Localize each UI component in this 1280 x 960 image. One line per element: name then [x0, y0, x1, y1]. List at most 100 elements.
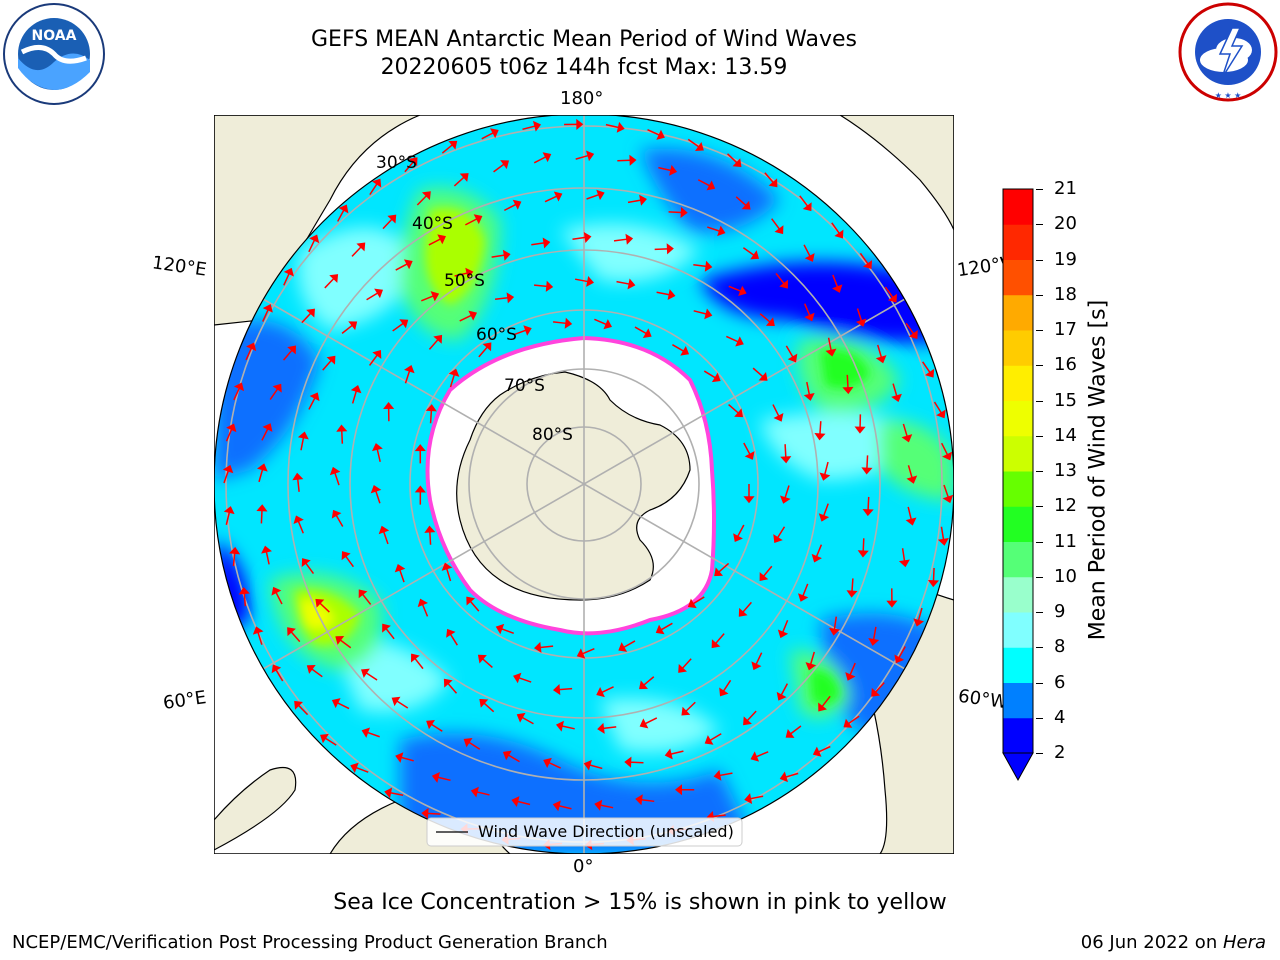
polar-map: 30°S 40°S 50°S 60°S 70°S 80°S Wind Wave … — [214, 115, 954, 854]
wave-direction-arrowhead — [802, 202, 812, 212]
wave-direction-arrowhead — [583, 759, 592, 771]
wave-direction-arrow — [375, 490, 381, 504]
wave-direction-arrowhead — [532, 120, 542, 132]
wave-direction-arrowhead — [913, 618, 924, 627]
wave-direction-arrowhead — [391, 696, 401, 707]
noaa-logo-text: NOAA — [32, 28, 77, 44]
svg-text:★ ★ ★: ★ ★ ★ — [1215, 91, 1242, 100]
wave-direction-arrow — [589, 764, 603, 770]
colorbar-tick-mark — [1036, 471, 1043, 472]
wave-direction-arrow — [586, 193, 600, 200]
wave-direction-arrow — [574, 278, 589, 283]
footer-date: 06 Jun 2022 on Hera — [1081, 932, 1266, 953]
wave-direction-arrow — [531, 242, 545, 246]
wave-direction-arrowhead — [942, 451, 953, 461]
wave-direction-arrow — [548, 761, 561, 769]
wave-direction-arrow — [867, 496, 870, 510]
wave-direction-arrow — [907, 506, 912, 520]
wave-direction-arrow — [468, 741, 481, 750]
wave-direction-arrow — [311, 668, 323, 678]
wave-direction-arrowhead — [635, 794, 643, 806]
wave-direction-arrowhead — [374, 288, 384, 299]
wave-direction-arrowhead — [901, 434, 913, 443]
wave-direction-arrowhead — [713, 769, 722, 781]
wave-direction-arrowhead — [798, 593, 809, 602]
wave-direction-arrow — [846, 374, 849, 388]
wave-direction-arrowhead — [586, 275, 594, 287]
wave-direction-arrow — [742, 601, 752, 613]
wave-direction-arrow — [290, 631, 301, 643]
colorbar-tick-label: 12 — [1054, 495, 1077, 517]
wave-direction-arrowhead — [425, 404, 437, 412]
wave-direction-arrow — [517, 800, 531, 806]
wave-direction-arrow — [722, 679, 732, 692]
wave-direction-arrow — [297, 520, 304, 534]
lat-label-40s: 40°S — [412, 214, 453, 234]
wave-direction-arrowhead — [804, 312, 815, 322]
wave-direction-arrowhead — [855, 318, 867, 327]
colorbar-tick-label: 18 — [1054, 283, 1077, 305]
wave-direction-arrowhead — [543, 757, 552, 768]
wave-direction-arrow — [245, 347, 253, 361]
wave-direction-arrow — [334, 472, 340, 486]
wave-direction-arrowhead — [262, 304, 273, 313]
wave-direction-arrow — [491, 254, 505, 258]
wave-direction-arrowhead — [843, 718, 853, 728]
wave-direction-arrow — [340, 430, 344, 444]
wave-direction-arrow — [743, 442, 751, 455]
wave-direction-arrow — [742, 247, 755, 256]
wave-direction-arrowhead — [845, 672, 856, 681]
wave-direction-arrow — [339, 639, 352, 649]
wave-direction-arrowhead — [680, 206, 688, 218]
wave-direction-arrowhead — [862, 508, 874, 517]
wave-direction-arrow — [872, 626, 877, 640]
wave-direction-arrowhead — [711, 639, 721, 649]
wave-direction-arrow — [382, 218, 393, 230]
wave-direction-arrow — [907, 465, 913, 478]
colorbar-tick-mark — [1036, 330, 1043, 331]
wave-direction-arrow — [232, 553, 236, 567]
wave-direction-arrow — [478, 346, 488, 358]
wave-direction-arrowhead — [758, 372, 768, 381]
wave-direction-arrowhead — [750, 751, 760, 762]
wave-direction-arrow — [421, 295, 434, 302]
wave-direction-arrowhead — [862, 260, 873, 270]
wave-direction-arrow — [877, 344, 883, 358]
wave-direction-arrowhead — [468, 310, 478, 321]
wave-direction-arrowhead — [414, 485, 426, 493]
wave-direction-arrowhead — [500, 160, 510, 170]
wave-direction-arrowhead — [942, 494, 954, 504]
colorbar-tick-label: 15 — [1054, 389, 1077, 411]
wave-direction-arrow — [269, 388, 279, 400]
wave-direction-arrowhead — [805, 662, 817, 671]
wave-direction-arrow — [630, 761, 644, 764]
nws-logo: ★ ★ ★ — [1178, 2, 1278, 102]
colorbar-tick-mark — [1036, 259, 1043, 261]
lat-label-50s: 50°S — [444, 271, 485, 291]
wave-direction-arrowhead — [829, 627, 841, 636]
wave-direction-arrow — [917, 607, 923, 621]
wave-direction-arrow — [400, 756, 414, 762]
wave-direction-arrowhead — [293, 515, 304, 525]
wave-direction-arrow — [922, 361, 931, 373]
wave-direction-arrow — [365, 672, 378, 681]
wave-direction-arrow — [469, 600, 480, 612]
wave-direction-arrowhead — [812, 746, 822, 757]
wave-direction-arrowhead — [294, 700, 303, 710]
wave-direction-arrowhead — [431, 772, 440, 783]
wave-direction-arrowhead — [732, 158, 742, 168]
wave-direction-arrow — [465, 218, 478, 226]
wave-direction-arrowhead — [773, 412, 784, 422]
wave-direction-arrowhead — [811, 553, 822, 563]
wave-direction-arrow — [601, 686, 614, 694]
wave-direction-arrowhead — [463, 737, 473, 748]
wave-direction-arrowhead — [667, 289, 676, 301]
wave-direction-arrowhead — [639, 194, 647, 206]
wave-direction-arrowhead — [371, 443, 383, 452]
wave-direction-arrowhead — [378, 525, 390, 535]
wave-direction-arrowhead — [908, 330, 918, 339]
wave-direction-arrow — [832, 274, 839, 288]
wave-direction-arrowhead — [846, 590, 858, 598]
wave-direction-arrow — [715, 633, 725, 644]
wave-direction-arrow — [782, 619, 789, 633]
